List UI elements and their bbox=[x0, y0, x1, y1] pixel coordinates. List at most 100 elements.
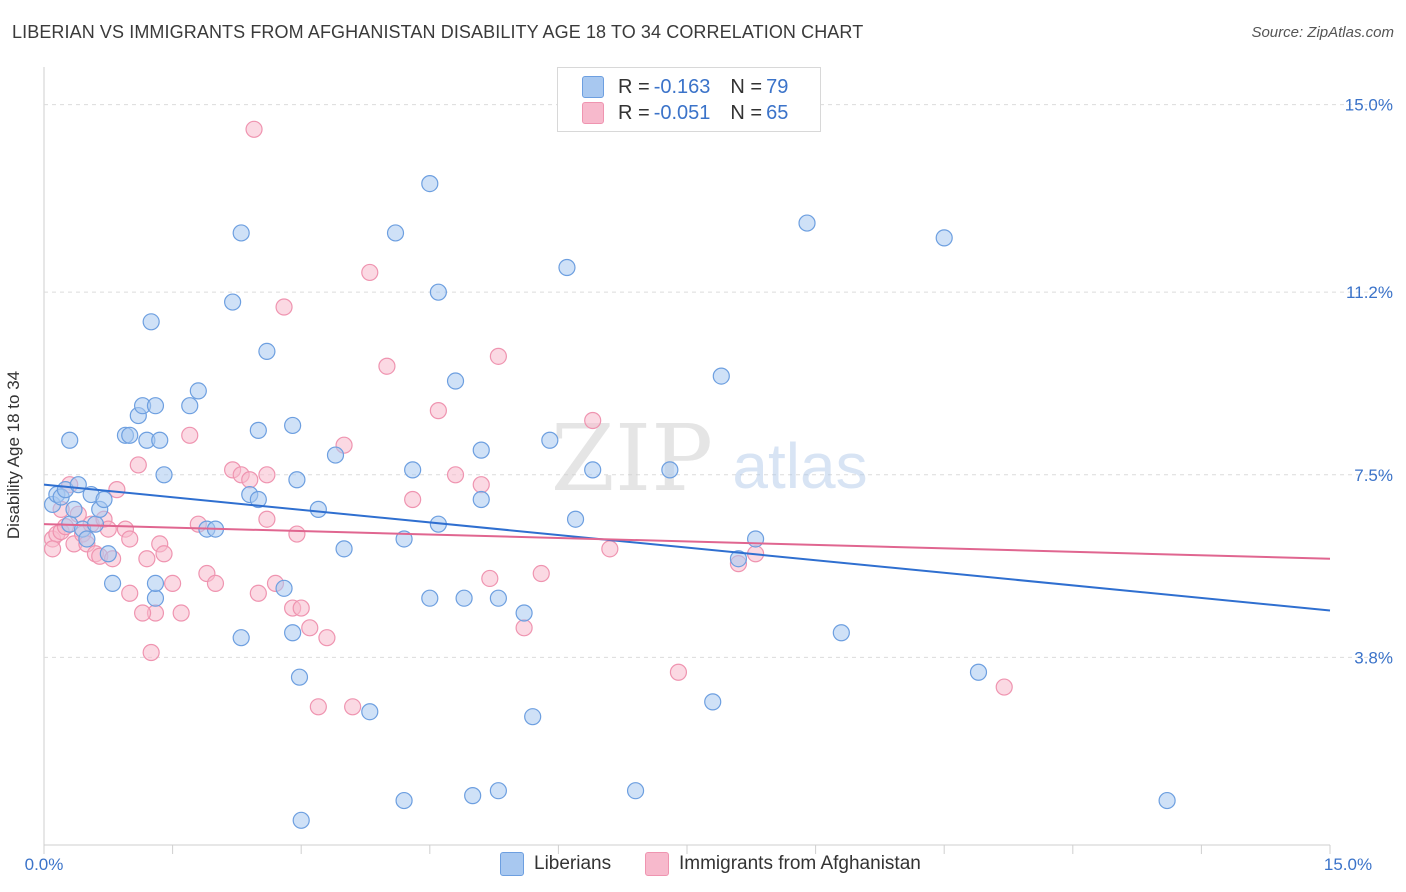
series-legend: Liberians Immigrants from Afghanistan bbox=[0, 852, 1406, 878]
liberians-point bbox=[446, 372, 465, 390]
liberians-point bbox=[935, 229, 953, 247]
afghanistan-point bbox=[309, 698, 327, 716]
liberians-point bbox=[455, 589, 473, 607]
liberians-point bbox=[95, 490, 113, 509]
liberians-point bbox=[524, 708, 542, 726]
afghanistan-point bbox=[249, 584, 267, 602]
afghanistan-point bbox=[995, 678, 1013, 696]
liberians-point bbox=[146, 589, 165, 607]
afghanistan-point bbox=[378, 357, 396, 375]
liberians-trend-line bbox=[43, 483, 1331, 612]
afghanistan-point bbox=[108, 481, 126, 499]
legend-swatch-blue bbox=[582, 76, 604, 98]
afghanistan-point bbox=[288, 525, 306, 543]
afghanistan-point bbox=[121, 530, 139, 548]
legend-row-afghanistan: R = -0.051 N = 65 bbox=[582, 101, 788, 125]
liberians-point bbox=[361, 703, 379, 721]
afghanistan-point bbox=[258, 510, 276, 528]
afghanistan-point bbox=[344, 698, 362, 716]
n-value: 65 bbox=[766, 101, 789, 124]
liberians-point bbox=[284, 624, 302, 642]
liberians-point bbox=[489, 589, 507, 607]
liberians-point bbox=[232, 629, 250, 647]
afghanistan-point bbox=[292, 599, 310, 617]
afghanistan-point bbox=[206, 574, 225, 592]
afghanistan-point bbox=[172, 604, 190, 622]
r-value: -0.051 bbox=[653, 101, 711, 124]
afghanistan-point bbox=[245, 120, 263, 138]
liberians-point bbox=[275, 579, 293, 597]
liberians-point bbox=[103, 574, 122, 592]
chart-title: LIBERIAN VS IMMIGRANTS FROM AFGHANISTAN … bbox=[12, 22, 864, 42]
legend-label: Liberians bbox=[534, 853, 612, 874]
afghanistan-point bbox=[515, 619, 533, 637]
r-label: R = bbox=[618, 75, 650, 98]
afghanistan-point bbox=[481, 569, 499, 588]
x-tick-label: 0.0% bbox=[25, 855, 64, 874]
liberians-point bbox=[515, 604, 533, 622]
liberians-point bbox=[99, 545, 117, 563]
afghanistan-point bbox=[275, 298, 293, 316]
liberians-point bbox=[224, 293, 242, 311]
liberians-point bbox=[142, 313, 160, 331]
liberians-point bbox=[65, 500, 83, 518]
liberians-point bbox=[335, 540, 353, 558]
source-label: Source: ZipAtlas.com bbox=[1251, 24, 1394, 41]
afghanistan-point bbox=[601, 540, 619, 558]
liberians-point bbox=[489, 782, 507, 800]
liberians-point bbox=[151, 431, 169, 449]
afghanistan-point bbox=[129, 456, 147, 474]
liberians-point bbox=[395, 530, 413, 548]
afghanistan-point bbox=[121, 584, 139, 602]
y-tick-label: 15.0% bbox=[1345, 96, 1393, 115]
liberians-point bbox=[181, 397, 199, 415]
y-tick-label: 11.2% bbox=[1346, 283, 1393, 302]
legend-item-afghanistan[interactable]: Immigrants from Afghanistan bbox=[645, 852, 921, 876]
liberians-point bbox=[386, 224, 405, 242]
legend-item-liberians[interactable]: Liberians bbox=[500, 852, 611, 876]
liberians-point bbox=[146, 397, 165, 415]
liberians-point bbox=[258, 342, 276, 361]
legend-swatch-pink bbox=[645, 852, 669, 876]
legend-label: Immigrants from Afghanistan bbox=[679, 853, 921, 874]
afghanistan-point bbox=[301, 619, 319, 637]
liberians-point bbox=[1158, 791, 1176, 810]
afghanistan-point bbox=[138, 550, 156, 568]
liberians-point bbox=[155, 466, 173, 484]
afghanistan-point bbox=[489, 347, 507, 365]
liberians-point bbox=[661, 461, 679, 479]
afghanistan-point bbox=[258, 466, 276, 484]
liberians-point bbox=[746, 530, 765, 548]
liberians-point bbox=[969, 663, 988, 681]
y-tick-label: 7.5% bbox=[1354, 466, 1393, 485]
afghanistan-point bbox=[318, 629, 336, 647]
legend-swatch-blue bbox=[500, 852, 524, 876]
watermark-zip: ZIP bbox=[551, 405, 713, 512]
liberians-point bbox=[566, 510, 585, 528]
liberians-point bbox=[832, 624, 850, 642]
liberians-point bbox=[472, 490, 490, 509]
liberians-point bbox=[421, 589, 439, 607]
afghanistan-point bbox=[181, 426, 199, 444]
correlation-legend: R = -0.163 N = 79 R = -0.051 N = 65 bbox=[557, 67, 821, 132]
afghanistan-point bbox=[133, 604, 152, 622]
afghanistan-point bbox=[669, 663, 688, 681]
x-tick-label: 15.0% bbox=[1324, 855, 1372, 874]
n-value: 79 bbox=[766, 75, 789, 98]
afghanistan-point bbox=[404, 490, 422, 509]
afghanistan-point bbox=[429, 402, 447, 420]
liberians-point bbox=[61, 431, 79, 449]
liberians-point bbox=[288, 471, 306, 489]
n-label: N = bbox=[730, 101, 763, 124]
r-label: R = bbox=[618, 101, 650, 124]
afghanistan-point bbox=[472, 476, 490, 494]
afghanistan-point bbox=[584, 411, 602, 430]
afghanistan-point bbox=[446, 466, 465, 484]
liberians-point bbox=[626, 782, 645, 800]
liberians-point bbox=[584, 461, 602, 479]
liberians-point bbox=[189, 382, 207, 400]
liberians-point bbox=[249, 421, 267, 439]
afghanistan-point bbox=[361, 263, 379, 282]
liberians-point bbox=[121, 426, 139, 444]
n-label: N = bbox=[730, 75, 763, 98]
